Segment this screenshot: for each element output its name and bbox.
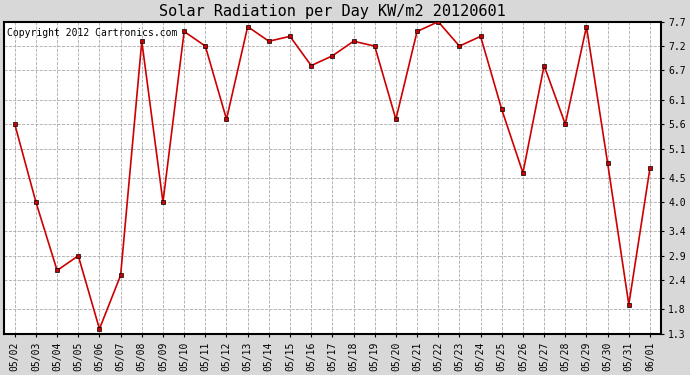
Title: Solar Radiation per Day KW/m2 20120601: Solar Radiation per Day KW/m2 20120601 bbox=[159, 4, 506, 19]
Text: Copyright 2012 Cartronics.com: Copyright 2012 Cartronics.com bbox=[8, 28, 178, 38]
